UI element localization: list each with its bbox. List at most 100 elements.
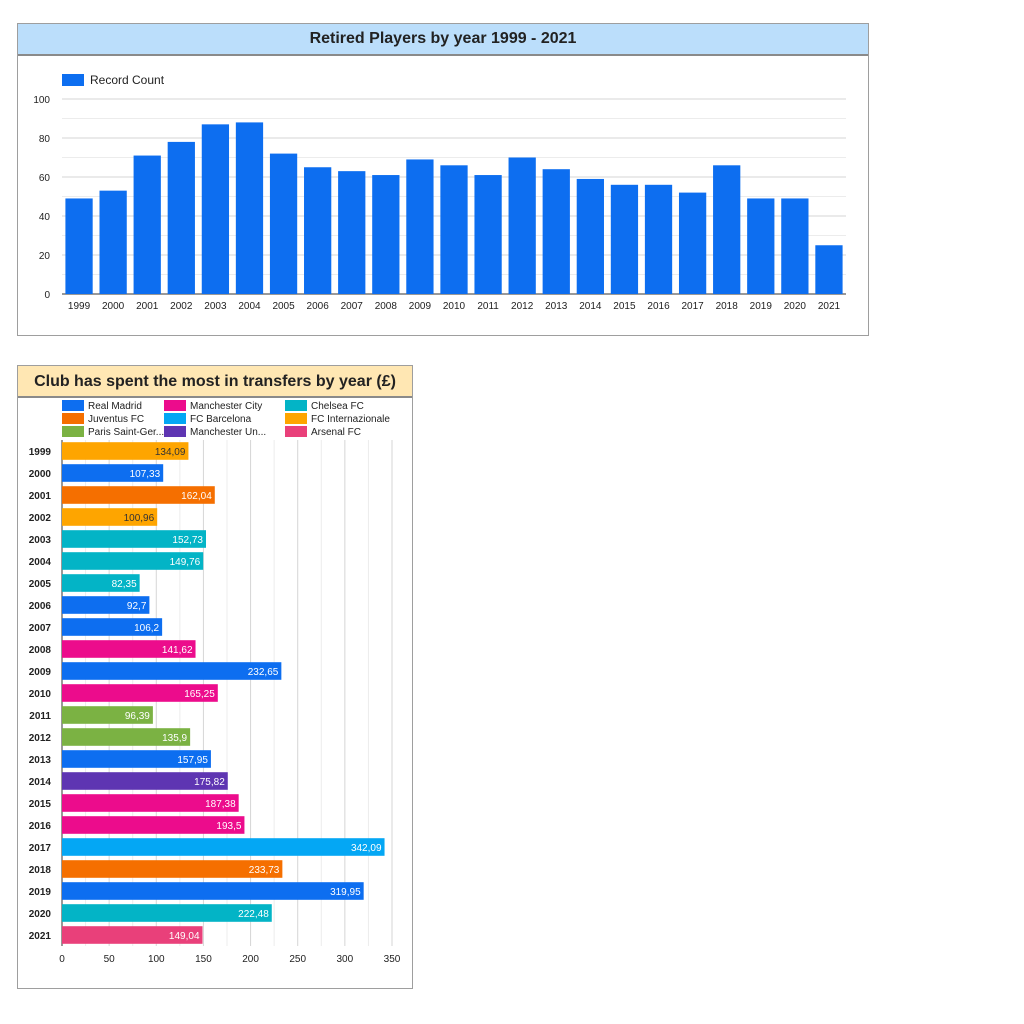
y-tick-label: 2002 (29, 513, 52, 524)
legend-swatch (285, 400, 307, 411)
x-tick-label: 2006 (307, 301, 330, 312)
bar-2013 (62, 750, 211, 768)
bar-2004 (235, 122, 264, 295)
x-tick-label: 2013 (545, 301, 568, 312)
y-tick-label: 2013 (29, 755, 52, 766)
bar-value-label: 319,95 (330, 887, 361, 898)
bar-value-label: 222,48 (238, 909, 269, 920)
x-tick-label: 2014 (579, 301, 602, 312)
x-tick-label: 2003 (204, 301, 227, 312)
x-tick-label: 2000 (102, 301, 125, 312)
transfers-panel: Club has spent the most in transfers by … (17, 365, 413, 989)
bar-2004 (62, 552, 204, 570)
transfers-chart: Real Madrid Manchester City Chelsea FC Juve… (29, 400, 401, 965)
legend-label: Paris Saint-Ger... (88, 427, 164, 438)
y-tick-label: 100 (33, 95, 50, 106)
bar-2013 (542, 169, 570, 294)
bar-2011 (474, 175, 502, 294)
bar-2021 (815, 245, 843, 294)
bar-2016 (644, 184, 673, 294)
bar-1999 (62, 442, 189, 460)
x-tick-label: 250 (289, 954, 306, 965)
bar-2005 (269, 153, 298, 294)
y-tick-label: 2016 (29, 821, 52, 832)
bar-value-label: 106,2 (134, 623, 159, 634)
bar-1999 (65, 198, 93, 294)
bar-2008 (62, 640, 196, 658)
bar-value-label: 100,96 (124, 513, 155, 524)
bar-2006 (304, 167, 332, 294)
y-tick-label: 2005 (29, 579, 52, 590)
y-tick-label: 2009 (29, 667, 52, 678)
y-tick-label: 2010 (29, 689, 52, 700)
y-tick-label: 2012 (29, 733, 52, 744)
legend-swatch (164, 426, 186, 437)
legend-swatch (285, 413, 307, 424)
legend-swatch (62, 426, 84, 437)
bar-2007 (338, 171, 366, 294)
transfers-title: Club has spent the most in transfers by … (18, 366, 412, 398)
y-tick-label: 2018 (29, 865, 52, 876)
x-tick-label: 300 (337, 954, 354, 965)
bar-2003 (62, 530, 207, 548)
bar-2019 (747, 198, 775, 294)
bar-value-label: 152,73 (172, 535, 203, 546)
bar-value-label: 233,73 (249, 865, 280, 876)
bar-2001 (62, 486, 215, 504)
x-tick-label: 2010 (443, 301, 466, 312)
bar-value-label: 82,35 (112, 579, 137, 590)
retired-players-chart: Record Count 0 20 40 60 80 100 1999 2000 2001 2002… (33, 73, 846, 312)
y-tick-label: 2011 (29, 711, 51, 722)
legend-label: Manchester City (190, 401, 262, 412)
bar-2002 (167, 141, 195, 294)
legend-label: Chelsea FC (311, 401, 364, 412)
bar-value-label: 175,82 (194, 777, 225, 788)
bar-value-label: 193,5 (216, 821, 241, 832)
bar-2002 (62, 508, 158, 526)
y-tick-label: 60 (39, 173, 51, 184)
y-tick-label: 2001 (29, 491, 52, 502)
bar-2005 (62, 574, 140, 592)
x-tick-label: 1999 (68, 301, 91, 312)
bar-2014 (576, 178, 604, 294)
y-tick-label: 2003 (29, 535, 52, 546)
bar-value-label: 232,65 (248, 667, 279, 678)
y-tick-label: 80 (39, 134, 51, 145)
bar-value-label: 107,33 (130, 469, 161, 480)
y-tick-label: 2015 (29, 799, 52, 810)
legend-label: Juventus FC (88, 414, 144, 425)
bar-2001 (133, 155, 161, 294)
bar-2012 (62, 728, 191, 746)
bar-value-label: 96,39 (125, 711, 150, 722)
bar-2000 (99, 190, 127, 294)
y-tick-label: 20 (39, 251, 51, 262)
y-tick-label: 2008 (29, 645, 52, 656)
bar-value-label: 141,62 (162, 645, 193, 656)
x-tick-label: 2018 (716, 301, 739, 312)
bar-2018 (713, 165, 741, 294)
bar-value-label: 187,38 (205, 799, 236, 810)
x-tick-label: 2004 (238, 301, 261, 312)
retired-players-title: Retired Players by year 1999 - 2021 (18, 24, 868, 56)
x-tick-label: 2012 (511, 301, 534, 312)
x-tick-label: 2011 (477, 301, 499, 312)
x-tick-label: 2020 (784, 301, 807, 312)
y-tick-label: 2017 (29, 843, 52, 854)
x-tick-label: 2007 (341, 301, 364, 312)
y-tick-label: 2020 (29, 909, 52, 920)
bar-2000 (62, 464, 164, 482)
legend-swatch (164, 400, 186, 411)
bar-2009 (62, 662, 282, 680)
bar-2017 (678, 192, 707, 294)
bar-2015 (62, 794, 239, 812)
legend-label-record-count: Record Count (90, 73, 165, 87)
x-tick-label: 2021 (818, 301, 841, 312)
legend-label: Manchester Un... (190, 427, 266, 438)
bar-value-label: 135,9 (162, 733, 187, 744)
legend-label: FC Internazionale (311, 414, 390, 425)
bar-value-label: 149,76 (170, 557, 201, 568)
y-tick-label: 40 (39, 212, 51, 223)
legend-label: FC Barcelona (190, 414, 252, 425)
y-tick-label: 0 (44, 290, 50, 301)
bar-2012 (508, 157, 536, 294)
